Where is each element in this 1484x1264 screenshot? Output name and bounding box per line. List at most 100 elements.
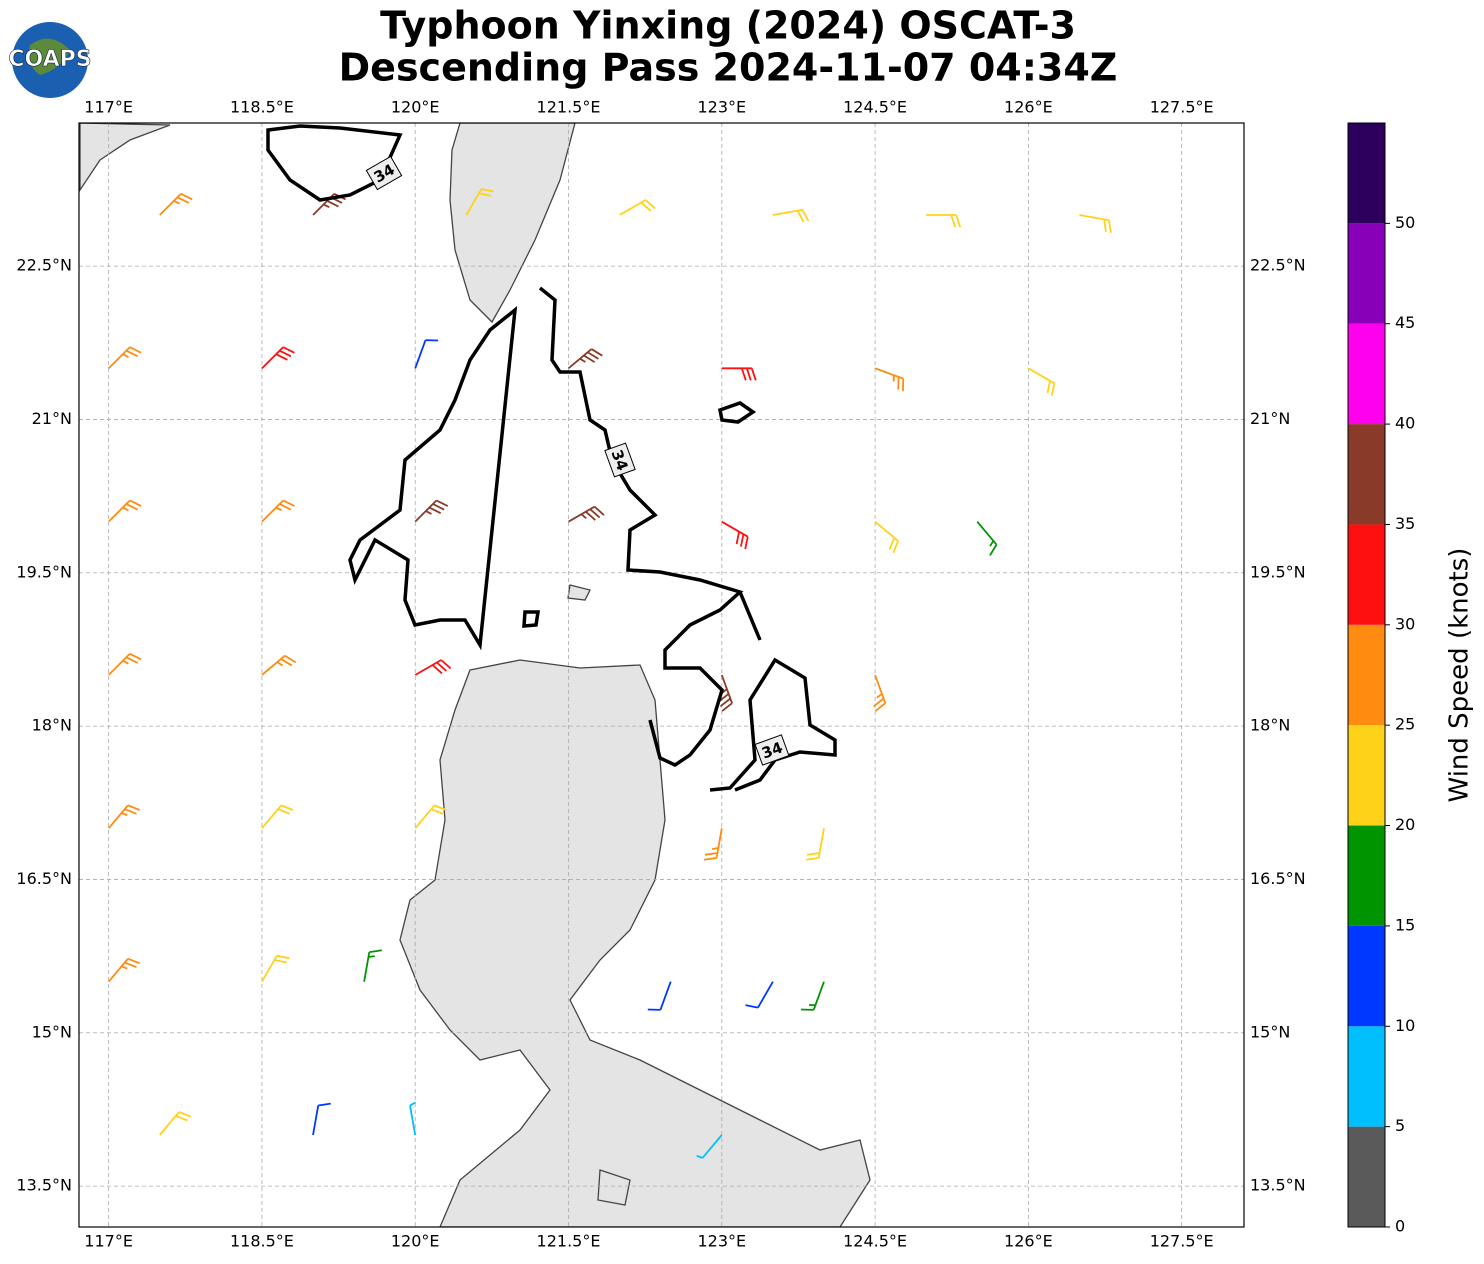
wind-barb	[801, 981, 825, 1011]
colorbar-tick-label: 25	[1395, 715, 1415, 734]
y-tick-label: 19.5°N	[1250, 562, 1306, 581]
island	[597, 1169, 631, 1206]
wind-barb	[465, 188, 494, 216]
x-tick-label: 120°E	[391, 98, 440, 117]
x-tick-label: 121.5°E	[537, 1232, 601, 1251]
wind-barb	[159, 192, 193, 216]
y-tick-label: 22.5°N	[1250, 256, 1306, 275]
wind-barb	[107, 499, 142, 523]
x-tick-label: 123°E	[697, 98, 746, 117]
taiwan	[449, 123, 576, 324]
china-coast	[79, 123, 171, 193]
wind-barb	[1027, 367, 1056, 396]
colorbar-bin	[1348, 323, 1385, 425]
colorbar-bin	[1348, 725, 1385, 826]
colorbar-bin	[1348, 424, 1385, 525]
y-tick-label: 18°N	[1250, 716, 1290, 735]
wind-barb	[696, 1134, 723, 1159]
logo-text: COAPS	[8, 47, 91, 72]
wind-barb	[647, 981, 672, 1011]
y-tick-label: 13.5°N	[1250, 1176, 1306, 1195]
wind-barb	[261, 654, 297, 676]
wind-barb	[107, 957, 141, 983]
y-tick-label: 21°N	[1250, 409, 1290, 428]
wind-barb	[703, 828, 723, 861]
luzon	[399, 659, 871, 1227]
y-tick-label: 22.5°N	[16, 256, 72, 275]
colorbar-bin	[1348, 825, 1385, 926]
colorbar-tick-label: 35	[1395, 514, 1415, 533]
colorbar-bin	[1348, 223, 1385, 324]
y-tick-label: 15°N	[1250, 1022, 1290, 1041]
wind-barb	[718, 674, 733, 712]
colorbar-bin	[1348, 624, 1385, 726]
colorbar-tick-label: 20	[1395, 815, 1415, 834]
y-tick-label: 15°N	[32, 1022, 72, 1041]
x-tick-label: 127.5°E	[1150, 1232, 1214, 1251]
colorbar-tick-label: 5	[1395, 1116, 1405, 1135]
x-tick-label: 127.5°E	[1150, 98, 1214, 117]
wind-barb	[874, 520, 899, 554]
wind-barb	[107, 346, 142, 369]
x-tick-label: 123°E	[697, 1232, 746, 1251]
y-tick-label: 18°N	[32, 716, 72, 735]
colorbar-tick-label: 45	[1395, 313, 1415, 332]
x-tick-label: 118.5°E	[230, 98, 294, 117]
wind-barb	[568, 505, 605, 523]
wind-barb	[261, 804, 294, 829]
colorbar-tick-label: 15	[1395, 915, 1415, 934]
wind-barb	[414, 499, 449, 523]
map-area	[79, 123, 1244, 1227]
wind-barb	[414, 804, 447, 829]
contour-label: 34	[604, 442, 636, 478]
x-tick-label: 126°E	[1004, 1232, 1053, 1251]
x-tick-label: 124.5°E	[843, 98, 907, 117]
wind-barb	[414, 339, 439, 369]
wind-barb	[159, 1111, 192, 1136]
x-tick-label: 117°E	[84, 98, 133, 117]
wind-barb	[409, 1101, 417, 1136]
x-tick-label: 121.5°E	[537, 98, 601, 117]
colorbar-frame	[1347, 122, 1386, 1228]
wind-barb	[1079, 214, 1112, 233]
colorbar-bin	[1348, 524, 1385, 625]
wind-barb	[567, 348, 603, 370]
y-tick-label: 19.5°N	[16, 562, 72, 581]
wind-barb	[874, 367, 905, 392]
colorbar-tick-label: 40	[1395, 414, 1415, 433]
colorbar-bin	[1348, 1026, 1385, 1127]
contour-34	[348, 286, 837, 792]
colorbar-bin	[1348, 123, 1385, 224]
contour-34	[266, 124, 403, 202]
chart-subtitle: Descending Pass 2024-11-07 04:34Z	[339, 46, 1118, 90]
x-tick-label: 124.5°E	[843, 1232, 907, 1251]
wind-barb	[414, 659, 452, 676]
wind-barb	[721, 520, 749, 550]
x-tick-label: 120°E	[391, 1232, 440, 1251]
colorbar-bin	[1348, 925, 1385, 1027]
map-frame	[78, 122, 1245, 1228]
logo-land	[28, 38, 70, 75]
colorbar-bin	[1348, 1126, 1385, 1227]
contour-label: 34	[754, 734, 790, 766]
x-tick-label: 117°E	[84, 1232, 133, 1251]
wind-barb	[873, 674, 887, 712]
x-tick-label: 118.5°E	[230, 1232, 294, 1251]
wind-barb	[261, 499, 295, 523]
y-tick-label: 16.5°N	[16, 869, 72, 888]
colorbar-tick-label: 10	[1395, 1016, 1415, 1035]
y-tick-label: 16.5°N	[1250, 869, 1306, 888]
wind-barb	[107, 652, 142, 676]
wind-barb	[312, 1102, 331, 1136]
wind-barb	[772, 208, 810, 223]
y-tick-label: 13.5°N	[16, 1176, 72, 1195]
wind-barb	[107, 804, 141, 829]
island	[567, 584, 591, 601]
wind-barb	[363, 949, 382, 982]
y-tick-label: 21°N	[32, 409, 72, 428]
wind-barb	[261, 954, 290, 983]
chart-title: Typhoon Yinxing (2024) OSCAT-3	[380, 4, 1076, 48]
wind-barb	[976, 521, 998, 556]
colorbar-tick-label: 30	[1395, 614, 1415, 633]
colorbar-tick-label: 0	[1395, 1217, 1405, 1236]
